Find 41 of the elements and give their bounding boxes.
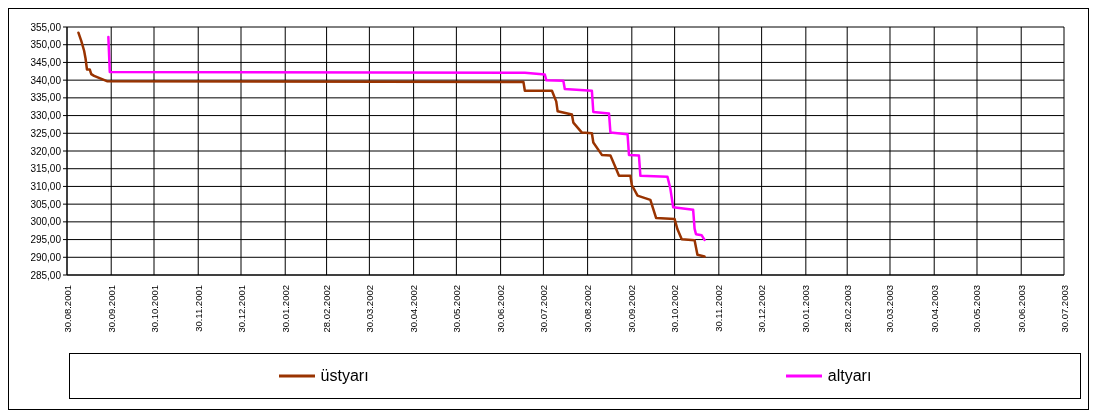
x-tick-label: 30.07.2002 <box>537 285 549 333</box>
y-tick-label: 325,00 <box>30 127 62 139</box>
x-tick-label: 28.02.2002 <box>321 285 333 333</box>
x-tick-label: 30.06.2003 <box>1015 285 1027 333</box>
y-tick-label: 295,00 <box>30 234 62 246</box>
y-tick-label: 300,00 <box>30 216 62 228</box>
y-tick-label: 290,00 <box>30 251 62 263</box>
x-tick-label: 30.04.2002 <box>408 285 420 333</box>
legend-label: üstyarı <box>320 367 369 385</box>
x-tick-label: 30.11.2001 <box>192 285 204 332</box>
legend-label: altyarı <box>827 367 872 385</box>
y-tick-label: 320,00 <box>30 145 62 157</box>
x-tick-label: 30.03.2003 <box>884 285 896 333</box>
x-tick-label: 30.08.2002 <box>582 285 594 333</box>
x-tick-label: 28.02.2003 <box>841 285 853 333</box>
y-tick-label: 355,00 <box>30 21 62 33</box>
y-tick-label: 310,00 <box>30 180 62 192</box>
x-tick-label: 30.12.2002 <box>756 285 768 333</box>
x-tick-label: 30.12.2001 <box>235 285 247 333</box>
x-tick-label: 30.09.2001 <box>105 285 117 333</box>
x-tick-label: 30.01.2002 <box>279 285 291 333</box>
y-tick-label: 330,00 <box>30 110 62 122</box>
y-tick-label: 345,00 <box>30 56 62 68</box>
x-tick-label: 30.05.2003 <box>971 285 983 333</box>
x-tick-label: 30.06.2002 <box>495 285 507 333</box>
x-tick-label: 30.07.2003 <box>1058 285 1070 333</box>
x-tick-label: 30.09.2002 <box>626 285 638 333</box>
x-tick-label: 30.10.2002 <box>669 285 681 333</box>
y-tick-label: 305,00 <box>30 198 62 210</box>
y-tick-label: 315,00 <box>30 163 62 175</box>
y-tick-label: 350,00 <box>30 39 62 51</box>
y-tick-label: 335,00 <box>30 92 62 104</box>
x-tick-label: 30.01.2003 <box>800 285 812 333</box>
x-tick-label: 30.03.2002 <box>363 285 375 333</box>
x-tick-label: 30.11.2002 <box>713 285 725 332</box>
x-tick-label: 30.04.2003 <box>928 285 940 333</box>
x-tick-label: 30.08.2001 <box>61 285 73 333</box>
x-tick-label: 30.10.2001 <box>148 285 160 333</box>
x-tick-label: 30.05.2002 <box>450 285 462 333</box>
y-tick-label: 285,00 <box>30 269 62 281</box>
y-tick-label: 340,00 <box>30 74 62 86</box>
